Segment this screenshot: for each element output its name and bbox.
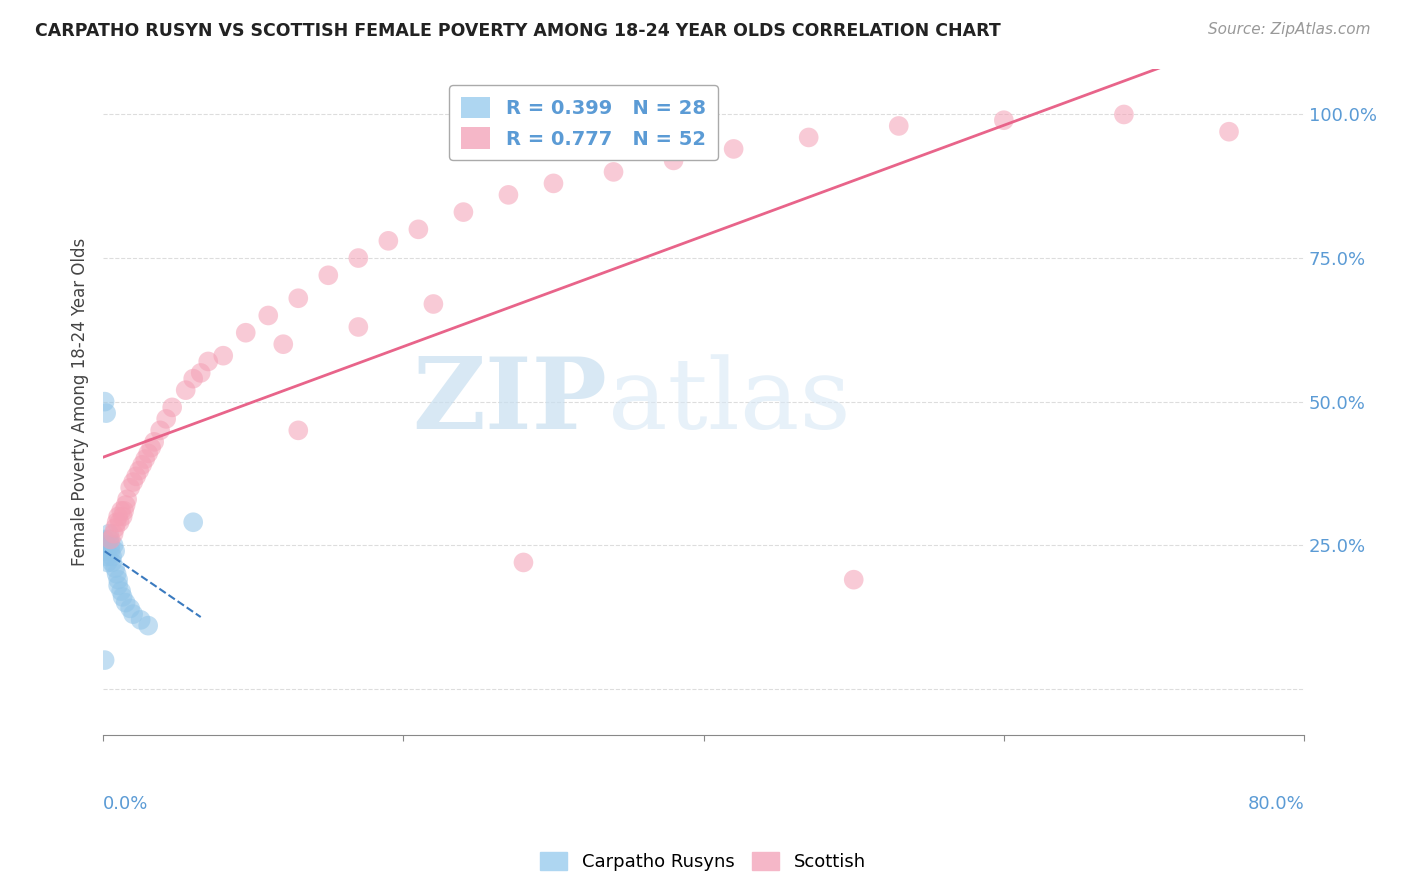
- Point: [1218, 125, 1240, 139]
- Text: ZIP: ZIP: [412, 353, 607, 450]
- Point: [107, 509, 129, 524]
- Point: [103, 526, 125, 541]
- Point: [105, 515, 128, 529]
- Point: [797, 130, 820, 145]
- Point: [97, 549, 120, 564]
- Point: [143, 434, 166, 449]
- Point: [543, 177, 565, 191]
- Point: [131, 458, 153, 472]
- Point: [94, 538, 117, 552]
- Legend: R = 0.399   N = 28, R = 0.777   N = 52: R = 0.399 N = 28, R = 0.777 N = 52: [450, 85, 717, 161]
- Point: [94, 406, 117, 420]
- Point: [115, 492, 138, 507]
- Point: [98, 533, 121, 547]
- Point: [723, 142, 745, 156]
- Point: [347, 320, 370, 334]
- Text: CARPATHO RUSYN VS SCOTTISH FEMALE POVERTY AMONG 18-24 YEAR OLDS CORRELATION CHAR: CARPATHO RUSYN VS SCOTTISH FEMALE POVERT…: [35, 22, 1001, 40]
- Point: [422, 297, 444, 311]
- Point: [101, 549, 124, 564]
- Legend: Carpatho Rusyns, Scottish: Carpatho Rusyns, Scottish: [533, 845, 873, 879]
- Point: [190, 366, 212, 380]
- Point: [498, 187, 520, 202]
- Point: [662, 153, 685, 168]
- Point: [93, 533, 115, 547]
- Point: [107, 573, 129, 587]
- Point: [110, 584, 132, 599]
- Point: [141, 441, 163, 455]
- Text: 80.0%: 80.0%: [1247, 795, 1305, 813]
- Point: [155, 412, 177, 426]
- Point: [114, 498, 136, 512]
- Point: [128, 464, 150, 478]
- Point: [93, 394, 115, 409]
- Text: 0.0%: 0.0%: [103, 795, 149, 813]
- Text: atlas: atlas: [607, 354, 851, 450]
- Point: [104, 561, 127, 575]
- Point: [512, 556, 534, 570]
- Point: [136, 618, 159, 632]
- Point: [94, 544, 117, 558]
- Point: [111, 509, 134, 524]
- Point: [100, 538, 122, 552]
- Point: [111, 590, 134, 604]
- Point: [114, 596, 136, 610]
- Point: [97, 556, 120, 570]
- Point: [377, 234, 399, 248]
- Point: [108, 515, 131, 529]
- Point: [887, 119, 910, 133]
- Point: [107, 578, 129, 592]
- Point: [104, 544, 127, 558]
- Point: [347, 251, 370, 265]
- Point: [125, 469, 148, 483]
- Point: [134, 452, 156, 467]
- Y-axis label: Female Poverty Among 18-24 Year Olds: Female Poverty Among 18-24 Year Olds: [72, 237, 89, 566]
- Point: [212, 349, 235, 363]
- Point: [181, 372, 204, 386]
- Point: [235, 326, 257, 340]
- Point: [122, 475, 145, 489]
- Point: [120, 481, 142, 495]
- Point: [287, 423, 309, 437]
- Point: [181, 515, 204, 529]
- Point: [101, 556, 124, 570]
- Point: [98, 526, 121, 541]
- Point: [408, 222, 430, 236]
- Point: [602, 165, 624, 179]
- Point: [120, 601, 142, 615]
- Point: [103, 538, 125, 552]
- Point: [104, 521, 127, 535]
- Point: [100, 544, 122, 558]
- Point: [160, 401, 183, 415]
- Point: [174, 383, 197, 397]
- Point: [257, 309, 280, 323]
- Point: [318, 268, 340, 283]
- Point: [149, 423, 172, 437]
- Point: [93, 653, 115, 667]
- Point: [129, 613, 152, 627]
- Point: [136, 446, 159, 460]
- Point: [110, 504, 132, 518]
- Point: [287, 291, 309, 305]
- Point: [197, 354, 219, 368]
- Point: [453, 205, 475, 219]
- Point: [271, 337, 294, 351]
- Point: [105, 566, 128, 581]
- Point: [993, 113, 1015, 128]
- Point: [122, 607, 145, 621]
- Point: [100, 533, 122, 547]
- Point: [1112, 107, 1135, 121]
- Text: Source: ZipAtlas.com: Source: ZipAtlas.com: [1208, 22, 1371, 37]
- Point: [842, 573, 865, 587]
- Point: [112, 504, 135, 518]
